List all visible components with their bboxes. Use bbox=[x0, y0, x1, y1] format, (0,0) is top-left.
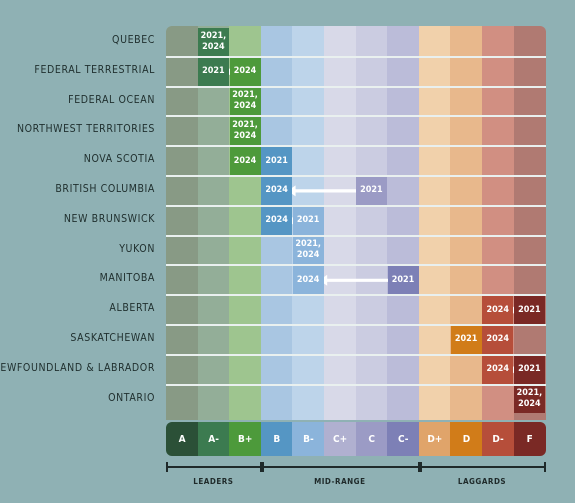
grade-2021-mark: 2021 bbox=[292, 206, 324, 235]
combined-grade-mark: 2021, 2024 bbox=[292, 236, 324, 265]
row-label: NEW BRUNSWICK bbox=[63, 212, 155, 225]
grade-legend-cell: B bbox=[260, 422, 293, 456]
grade-2021-mark-text: 2021 bbox=[518, 364, 541, 375]
row-label: QUEBEC bbox=[112, 33, 155, 46]
grade-2024-mark: 2024 bbox=[229, 57, 261, 86]
combined-grade-mark: 2021, 2024 bbox=[229, 117, 261, 146]
grade-2021-mark: 2021 bbox=[450, 326, 482, 354]
row-separator bbox=[166, 234, 546, 237]
grade-2021-mark-text: 2021 bbox=[360, 185, 383, 196]
grade-2021-mark-text: 2021 bbox=[202, 66, 225, 77]
row-separator bbox=[166, 294, 546, 297]
row-label: SASKATCHEWAN bbox=[70, 331, 155, 344]
grade-2021-mark-text: 2021 bbox=[296, 215, 320, 226]
grade-legend-cell: A- bbox=[197, 422, 230, 456]
combined-grade-mark: 2021, 2024 bbox=[197, 28, 229, 56]
row-label: NOVA SCOTIA bbox=[83, 153, 155, 166]
grade-legend-cell: C+ bbox=[324, 422, 357, 456]
grade-2021-mark: 2021 bbox=[387, 266, 419, 295]
grade-2024-mark: 2024 bbox=[261, 206, 293, 235]
row-label: FEDERAL OCEAN bbox=[68, 93, 155, 106]
row-separator bbox=[166, 145, 546, 148]
grade-legend-bar: A A- B+ B B- C+ C C- D+ D D- F bbox=[166, 422, 546, 456]
grade-2024-mark: 2024 bbox=[261, 177, 293, 205]
row-label: ONTARIO bbox=[108, 391, 155, 404]
grade-2024-mark-text: 2024 bbox=[265, 185, 288, 196]
grade-2024-mark: 2024 bbox=[482, 326, 514, 354]
grade-2021-mark-text: 2021 bbox=[265, 155, 288, 166]
row-label: NORTHWEST TERRITORIES bbox=[16, 123, 155, 136]
grade-2024-mark-text: 2024 bbox=[486, 304, 510, 315]
group-label: LAGGARDS bbox=[457, 477, 507, 486]
grade-legend-cell: C- bbox=[387, 422, 420, 456]
group-axis-tick bbox=[259, 462, 262, 472]
row-separator bbox=[166, 55, 546, 58]
grade-2024-mark-text: 2024 bbox=[233, 66, 257, 77]
combined-grade-mark-text: 2021, 2024 bbox=[200, 30, 227, 52]
row-separator bbox=[166, 115, 546, 118]
grade-2024-mark-text: 2024 bbox=[486, 364, 510, 375]
grade-2024-mark-text: 2024 bbox=[265, 215, 288, 226]
group-axis-tick bbox=[166, 462, 168, 472]
grade-2024-mark: 2024 bbox=[482, 355, 514, 384]
row-label: ALBERTA bbox=[109, 302, 155, 315]
group-label: MID-RANGE bbox=[314, 477, 366, 486]
grade-2021-mark-text: 2021 bbox=[391, 274, 415, 285]
grade-legend-cell: C bbox=[355, 422, 388, 456]
row-label: YUKON bbox=[119, 242, 155, 255]
row-label: FEDERAL TERRESTRIAL bbox=[34, 63, 155, 76]
group-axis-tick bbox=[417, 462, 420, 472]
grade-legend-cell: B+ bbox=[229, 422, 262, 456]
group-axis-line bbox=[166, 466, 546, 468]
grade-2021-mark: 2021 bbox=[513, 355, 545, 384]
row-separator bbox=[166, 383, 546, 386]
row-separator bbox=[166, 175, 546, 177]
grade-2024-mark-text: 2024 bbox=[296, 274, 320, 285]
grade-legend-cell: F bbox=[513, 422, 546, 456]
row-separator bbox=[166, 85, 546, 88]
grade-legend-cell: D bbox=[450, 422, 483, 456]
combined-grade-mark-text: 2021, 2024 bbox=[295, 239, 321, 261]
combined-grade-mark-text: 2021, 2024 bbox=[232, 120, 258, 142]
grade-2021-mark: 2021 bbox=[197, 57, 229, 86]
group-label: LEADERS bbox=[193, 477, 234, 486]
group-axis-tick bbox=[420, 462, 423, 472]
row-label: BRITISH COLUMBIA bbox=[55, 182, 155, 195]
grade-legend-cell: B- bbox=[292, 422, 325, 456]
grade-2024-mark: 2024 bbox=[482, 296, 514, 324]
group-axis-tick bbox=[544, 462, 546, 472]
group-axis-tick bbox=[262, 462, 265, 472]
combined-grade-mark: 2021, 2024 bbox=[229, 87, 261, 116]
grade-legend-cell: A bbox=[166, 422, 199, 456]
row-separator bbox=[166, 204, 546, 207]
grade-2024-mark: 2024 bbox=[292, 266, 324, 295]
grade-2024-mark: 2024 bbox=[229, 147, 261, 175]
combined-grade-mark-text: 2021, 2024 bbox=[516, 388, 543, 410]
grade-legend-cell: D+ bbox=[418, 422, 451, 456]
grade-2021-mark-text: 2021 bbox=[454, 334, 478, 345]
combined-grade-mark-text: 2021, 2024 bbox=[232, 90, 258, 112]
grade-2021-mark-text: 2021 bbox=[518, 304, 541, 315]
combined-grade-mark: 2021, 2024 bbox=[513, 385, 545, 414]
grade-2021-mark: 2021 bbox=[261, 147, 293, 175]
row-separator bbox=[166, 264, 546, 267]
grade-2024-mark-text: 2024 bbox=[233, 155, 257, 166]
grade-2021-mark: 2021 bbox=[355, 177, 387, 205]
grade-2021-mark: 2021 bbox=[513, 296, 545, 324]
grade-2024-mark-text: 2024 bbox=[486, 334, 510, 345]
row-label: NEWFOUNDLAND & LABRADOR bbox=[0, 361, 155, 374]
grade-legend-cell: D- bbox=[482, 422, 515, 456]
row-label: MANITOBA bbox=[99, 272, 155, 285]
row-separator bbox=[166, 324, 546, 326]
row-separator bbox=[166, 353, 546, 356]
